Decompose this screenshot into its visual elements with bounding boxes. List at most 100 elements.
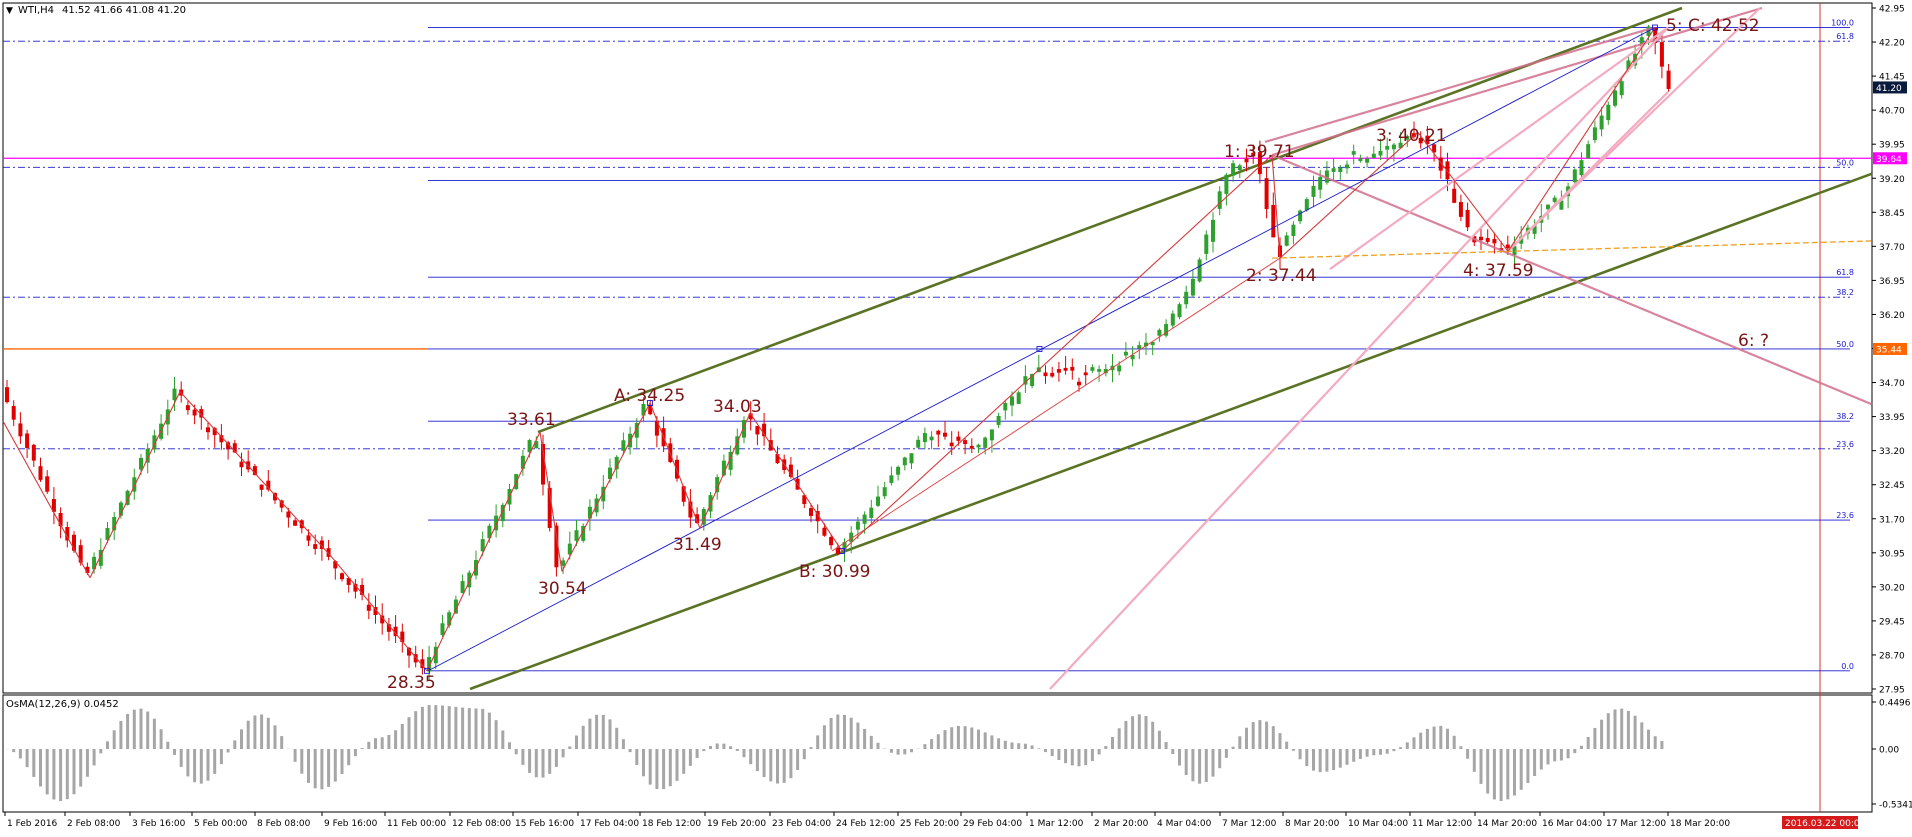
candle-body: [353, 583, 358, 592]
candle-body: [742, 420, 746, 438]
candle-body: [380, 615, 385, 624]
candle-body: [1083, 372, 1088, 376]
zigzag-segment: [1417, 132, 1509, 252]
price-tick-label: 34.70: [1879, 379, 1905, 389]
time-tick-label: 23 Feb 04:00: [772, 819, 831, 829]
candle-body: [1345, 164, 1349, 169]
candle-body: [567, 543, 572, 555]
candle-body: [648, 404, 653, 415]
candle-body: [621, 440, 626, 451]
candle-body: [943, 432, 947, 437]
candle-body: [273, 493, 277, 501]
candle-body: [1003, 403, 1008, 411]
candle-body: [1619, 81, 1624, 96]
candle-body: [1599, 115, 1604, 130]
candle-body: [1211, 219, 1215, 242]
candle-body: [85, 566, 90, 573]
magenta-level-tag-bg: [1873, 152, 1907, 165]
candle-body: [835, 547, 840, 555]
candle-body: [1579, 160, 1584, 176]
price-tick-label: 41.45: [1879, 73, 1905, 83]
candle-body: [1231, 163, 1236, 176]
candle-body: [185, 405, 190, 411]
candle-body: [1371, 153, 1376, 159]
candle-body: [447, 612, 452, 626]
candle-body: [815, 511, 820, 522]
time-tick-label: 7 Mar 12:00: [1222, 819, 1277, 829]
osma-tick-label: 0.4496: [1879, 699, 1911, 709]
candle-body: [1237, 165, 1242, 171]
price-tick-label: 33.95: [1879, 413, 1905, 423]
wave-label: 2: 37.44: [1246, 266, 1317, 286]
wave-label: 31.49: [673, 535, 722, 555]
zigzag-segment: [539, 431, 563, 572]
candle-body: [293, 520, 298, 526]
candle-body: [1633, 53, 1638, 66]
candle-body: [65, 527, 70, 541]
fib-level-label: 23.6: [1836, 511, 1854, 520]
candle-body: [1606, 104, 1611, 121]
candle-body: [1532, 225, 1537, 234]
candle-body: [969, 445, 974, 449]
candle-body: [996, 415, 1001, 425]
price-tick-label: 37.70: [1879, 243, 1905, 253]
price-tick-label: 39.95: [1879, 141, 1905, 151]
time-tick-label: 8 Feb 08:00: [257, 819, 311, 829]
candle-body: [554, 525, 559, 568]
time-tick-label: 12 Feb 08:00: [452, 819, 511, 829]
candle-body: [1425, 135, 1430, 145]
candle-body: [1070, 366, 1075, 371]
candle-body: [1050, 372, 1055, 377]
candle-body: [92, 556, 97, 570]
candle-body: [574, 530, 579, 541]
swing-marker: [647, 400, 653, 406]
candle-body: [762, 423, 767, 437]
indicator-label: OsMA(12,26,9) 0.0452: [6, 699, 119, 710]
candle-body: [1398, 142, 1403, 149]
candle-body: [695, 514, 700, 523]
fib-level-label: 0.0: [1841, 662, 1854, 671]
candle-body: [715, 477, 720, 493]
wave-label: B: 30.99: [799, 562, 870, 582]
candle-body: [427, 657, 432, 672]
price-tick-label: 30.20: [1879, 583, 1905, 593]
candle-body: [654, 420, 659, 436]
candle-body: [735, 436, 740, 455]
fib-level-label: 38.2: [1836, 288, 1854, 297]
candle-body: [956, 436, 961, 441]
candle-body: [1190, 278, 1195, 296]
wave-label: 33.61: [507, 410, 556, 430]
zigzag-segment: [649, 402, 701, 529]
candle-body: [266, 480, 271, 490]
candle-body: [1412, 133, 1416, 137]
swing-marker: [1652, 24, 1658, 31]
candle-body: [755, 426, 760, 435]
candle-body: [1144, 342, 1148, 347]
candle-body: [139, 458, 143, 470]
candle-body: [688, 501, 693, 518]
fan-line-steep: [1049, 26, 1669, 690]
candle-body: [346, 577, 351, 585]
candle-body: [561, 560, 566, 566]
candle-body: [112, 516, 117, 531]
cursor-date-tag: 2016.03.22 00:00: [1785, 819, 1866, 829]
candle-body: [1365, 158, 1370, 163]
candle-body: [775, 454, 780, 464]
candle-body: [1298, 210, 1303, 222]
candle-body: [11, 405, 16, 420]
zigzag-segment: [699, 412, 751, 529]
candle-body: [219, 435, 224, 443]
time-tick-label: 25 Feb 20:00: [900, 819, 959, 829]
candle-body: [1150, 342, 1155, 346]
candle-body: [829, 536, 834, 546]
candle-body: [1559, 200, 1564, 210]
candle-body: [949, 442, 954, 447]
chart-menu-icon[interactable]: ▼: [6, 6, 13, 16]
candle-body: [72, 534, 76, 551]
time-tick-label: 10 Mar 04:00: [1348, 819, 1408, 829]
candle-body: [876, 496, 880, 506]
candle-body: [1492, 238, 1497, 244]
candle-body: [1378, 150, 1383, 156]
candle-body: [1458, 202, 1463, 217]
